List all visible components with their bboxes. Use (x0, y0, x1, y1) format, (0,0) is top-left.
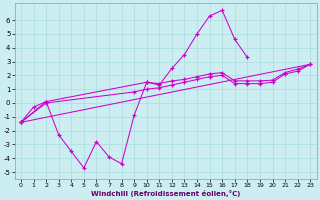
X-axis label: Windchill (Refroidissement éolien,°C): Windchill (Refroidissement éolien,°C) (91, 190, 240, 197)
